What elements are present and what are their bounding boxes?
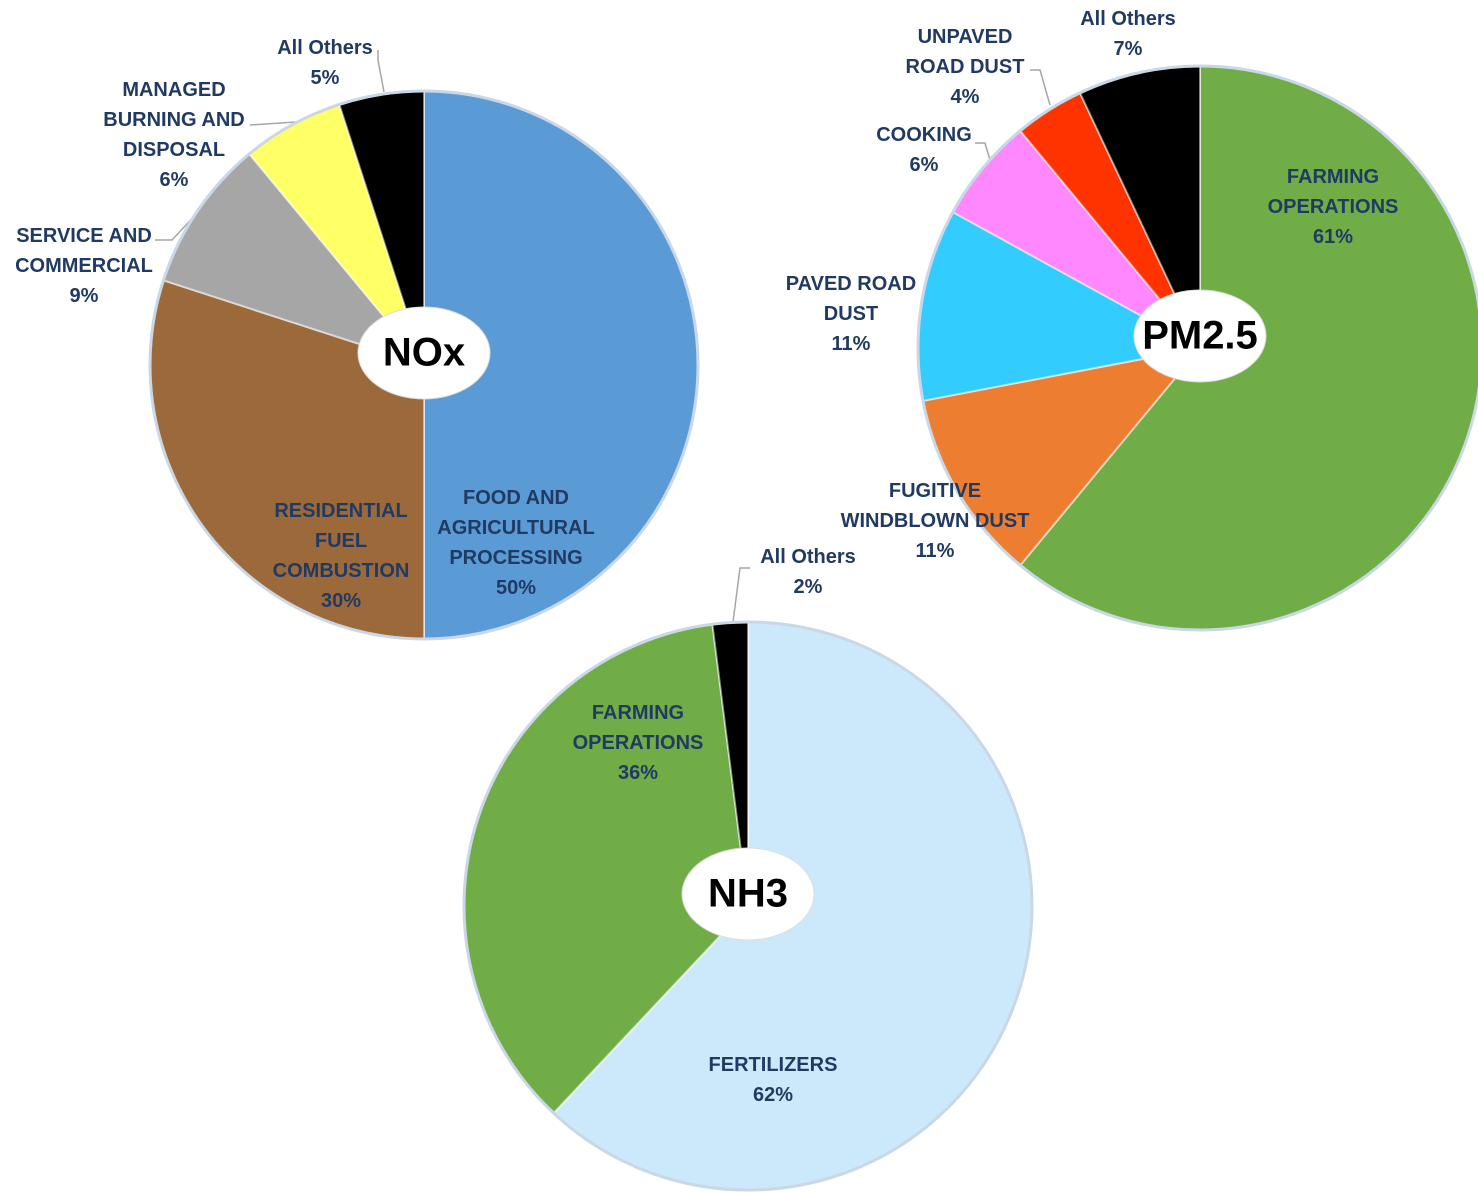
leader-line [732, 567, 750, 623]
value-label: 50% [495, 577, 537, 599]
value-label: 62% [752, 1084, 794, 1106]
value-label: 11% [831, 333, 871, 355]
value-label: 30% [320, 590, 362, 612]
leader-line [975, 142, 991, 161]
category-label: FARMING OPERATIONS [572, 702, 704, 754]
category-label: All Others [760, 546, 856, 568]
value-label: 6% [159, 169, 189, 191]
category-label: FERTILIZERS [708, 1054, 838, 1076]
value-label: 11% [915, 540, 955, 562]
category-label: FARMING OPERATIONS [1267, 166, 1399, 218]
value-label: 9% [69, 285, 99, 307]
pie: NOx [148, 89, 700, 641]
slice-label: COOKING 6% [859, 120, 989, 180]
slice-label: All Others 2% [738, 542, 878, 602]
slice-label: MANAGED BURNING AND DISPOSAL 6% [94, 75, 254, 195]
value-label: 5% [310, 67, 340, 89]
value-label: 61% [1312, 226, 1354, 248]
slice-label: FOOD AND AGRICULTURAL PROCESSING 50% [429, 483, 604, 603]
category-label: FOOD AND AGRICULTURAL PROCESSING [437, 487, 595, 569]
value-label: 36% [617, 762, 659, 784]
pie: PM2.5 [916, 64, 1478, 632]
slice-label: All Others 7% [1058, 4, 1198, 64]
pie-outline [462, 620, 1034, 1192]
slice-label: SERVICE AND COMMERCIAL 9% [4, 221, 164, 311]
slice-label: All Others 5% [255, 33, 395, 93]
slice-label: FARMING OPERATIONS 61% [1253, 162, 1413, 252]
pie-outline [916, 64, 1478, 632]
slice-label: UNPAVED ROAD DUST 4% [895, 22, 1035, 112]
category-label: MANAGED BURNING AND DISPOSAL [103, 79, 245, 161]
category-label: UNPAVED ROAD DUST [905, 26, 1025, 78]
pie: NH3 [462, 620, 1034, 1192]
slice-label: RESIDENTIAL FUEL COMBUSTION 30% [266, 496, 416, 616]
leader-line [1030, 69, 1051, 106]
category-label: COOKING [876, 124, 972, 146]
chart-title: PM2.5 [1142, 314, 1258, 358]
leader-lines [155, 50, 1051, 623]
chart-title: NOx [383, 331, 465, 375]
center-badge [1133, 289, 1267, 383]
category-label: All Others [1080, 8, 1176, 30]
slice-label: FUGITIVE WINDBLOWN DUST 11% [825, 476, 1045, 566]
slice-label: FERTILIZERS 62% [693, 1050, 853, 1110]
category-label: FUGITIVE WINDBLOWN DUST [840, 480, 1030, 532]
pie-outline [148, 89, 700, 641]
center-badge [681, 847, 815, 941]
leader-line [249, 121, 297, 126]
slice-label: PAVED ROAD DUST 11% [776, 269, 926, 359]
slice-label: FARMING OPERATIONS 36% [558, 698, 718, 788]
value-label: 7% [1113, 38, 1143, 60]
value-label: 4% [950, 86, 980, 108]
chart-title: NH3 [708, 872, 788, 916]
leader-line [377, 50, 385, 93]
value-label: 6% [909, 154, 939, 176]
value-label: 2% [793, 576, 823, 598]
category-label: All Others [277, 37, 373, 59]
center-badge [357, 306, 491, 400]
category-label: PAVED ROAD DUST [785, 273, 917, 325]
category-label: SERVICE AND COMMERCIAL [15, 225, 153, 277]
category-label: RESIDENTIAL FUEL COMBUSTION [272, 500, 410, 582]
